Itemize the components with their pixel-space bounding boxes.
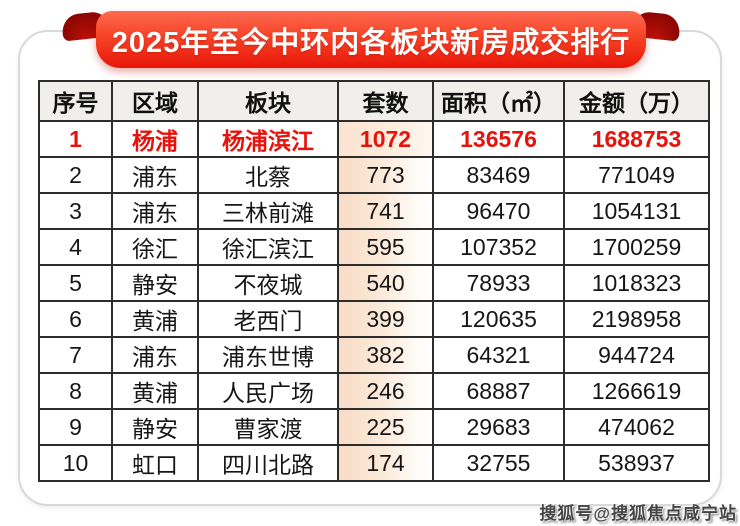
table-cell: 黄浦 (111, 372, 199, 410)
watermark: 搜狐号@搜狐焦点咸宁站 (539, 504, 737, 523)
table-cell: 382 (337, 336, 434, 374)
table-cell: 1266619 (563, 372, 710, 410)
table-row: 4 徐汇 徐汇滨江 595 107352 1700259 (38, 228, 710, 266)
table-cell: 2198958 (563, 300, 710, 338)
column-header: 序号 (38, 80, 113, 122)
table-cell: 不夜城 (197, 264, 339, 302)
table-row: 1 杨浦 杨浦滨江 1072 136576 1688753 (38, 120, 710, 158)
table-row: 5 静安 不夜城 540 78933 1018323 (38, 264, 710, 302)
table-cell: 107352 (432, 228, 565, 266)
table-cell: 1018323 (563, 264, 710, 302)
table-cell: 静安 (111, 264, 199, 302)
table-cell: 399 (337, 300, 434, 338)
table-cell: 浦东 (111, 156, 199, 194)
table-header: 序号 区域 板块 套数 面积（㎡） 金额（万） (38, 80, 710, 122)
table-row: 2 浦东 北蔡 773 83469 771049 (38, 156, 710, 194)
table-cell: 474062 (563, 408, 710, 446)
table-cell: 5 (38, 264, 113, 302)
table-cell: 四川北路 (197, 444, 339, 482)
table-cell: 徐汇滨江 (197, 228, 339, 266)
column-header: 板块 (197, 80, 339, 122)
page-title: 2025年至今中环内各板块新房成交排行 (111, 26, 631, 59)
table-row: 8 黄浦 人民广场 246 68887 1266619 (38, 372, 710, 410)
table-cell: 120635 (432, 300, 565, 338)
table-cell: 78933 (432, 264, 565, 302)
column-header: 金额（万） (563, 80, 710, 122)
table-cell: 杨浦 (111, 120, 199, 158)
table-cell: 1700259 (563, 228, 710, 266)
ranking-table: 序号 区域 板块 套数 面积（㎡） 金额（万） 1 杨浦 杨浦滨江 1072 136576 1688… (38, 80, 710, 482)
table-cell: 771049 (563, 156, 710, 194)
table-cell: 83469 (432, 156, 565, 194)
table-cell: 虹口 (111, 444, 199, 482)
table-cell: 杨浦滨江 (197, 120, 339, 158)
table-cell: 1 (38, 120, 113, 158)
column-header: 面积（㎡） (432, 80, 565, 122)
table-cell: 7 (38, 336, 113, 374)
table-cell: 老西门 (197, 300, 339, 338)
column-header: 套数 (337, 80, 434, 122)
table-cell: 225 (337, 408, 434, 446)
table-cell: 10 (38, 444, 113, 482)
table-cell: 595 (337, 228, 434, 266)
table-cell: 徐汇 (111, 228, 199, 266)
header-row: 序号 区域 板块 套数 面积（㎡） 金额（万） (38, 80, 710, 122)
table-cell: 6 (38, 300, 113, 338)
table-cell: 540 (337, 264, 434, 302)
table-cell: 32755 (432, 444, 565, 482)
table-cell: 8 (38, 372, 113, 410)
table-cell: 浦东 (111, 192, 199, 230)
table-cell: 944724 (563, 336, 710, 374)
column-header: 区域 (111, 80, 199, 122)
table-cell: 人民广场 (197, 372, 339, 410)
table-cell: 浦东 (111, 336, 199, 374)
table-cell: 三林前滩 (197, 192, 339, 230)
table-cell: 64321 (432, 336, 565, 374)
table-cell: 曹家渡 (197, 408, 339, 446)
table-cell: 773 (337, 156, 434, 194)
table-cell: 3 (38, 192, 113, 230)
table-cell: 29683 (432, 408, 565, 446)
table-row: 7 浦东 浦东世博 382 64321 944724 (38, 336, 710, 374)
table-cell: 246 (337, 372, 434, 410)
table-cell: 96470 (432, 192, 565, 230)
table-cell: 1688753 (563, 120, 710, 158)
table-row: 9 静安 曹家渡 225 29683 474062 (38, 408, 710, 446)
table-cell: 浦东世博 (197, 336, 339, 374)
table-cell: 1072 (337, 120, 434, 158)
table-cell: 静安 (111, 408, 199, 446)
table-cell: 68887 (432, 372, 565, 410)
table-cell: 4 (38, 228, 113, 266)
table-cell: 9 (38, 408, 113, 446)
ranking-table-wrap: 序号 区域 板块 套数 面积（㎡） 金额（万） 1 杨浦 杨浦滨江 1072 136576 1688… (38, 80, 710, 482)
table-body: 1 杨浦 杨浦滨江 1072 136576 1688753 2 浦东 北蔡 773 83469 771… (38, 120, 710, 482)
table-cell: 北蔡 (197, 156, 339, 194)
table-row: 6 黄浦 老西门 399 120635 2198958 (38, 300, 710, 338)
table-cell: 2 (38, 156, 113, 194)
table-cell: 174 (337, 444, 434, 482)
table-row: 3 浦东 三林前滩 741 96470 1054131 (38, 192, 710, 230)
table-cell: 538937 (563, 444, 710, 482)
title-ribbon: 2025年至今中环内各板块新房成交排行 (96, 11, 646, 68)
table-cell: 136576 (432, 120, 565, 158)
table-cell: 黄浦 (111, 300, 199, 338)
table-cell: 741 (337, 192, 434, 230)
table-row: 10 虹口 四川北路 174 32755 538937 (38, 444, 710, 482)
table-cell: 1054131 (563, 192, 710, 230)
